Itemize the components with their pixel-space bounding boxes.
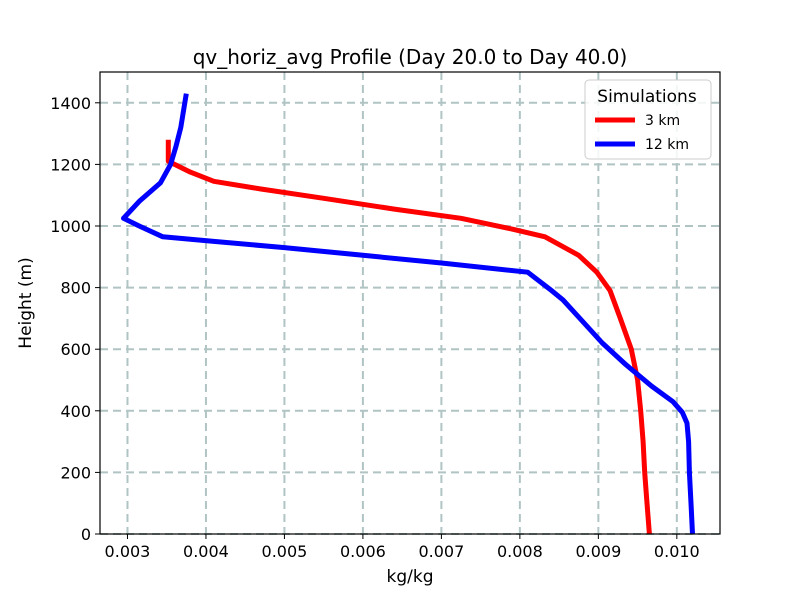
legend-label-3km: 3 km bbox=[645, 113, 680, 129]
chart-title: qv_horiz_avg Profile (Day 20.0 to Day 40… bbox=[193, 45, 628, 69]
x-tick-label: 0.009 bbox=[575, 542, 621, 561]
y-tick-label: 400 bbox=[60, 402, 91, 421]
y-tick-label: 600 bbox=[60, 340, 91, 359]
x-tick-label: 0.006 bbox=[340, 542, 386, 561]
x-tick-label: 0.010 bbox=[654, 542, 700, 561]
legend-box bbox=[584, 79, 712, 160]
y-tick-label: 0 bbox=[81, 525, 91, 544]
legend: Simulations 3 km 12 km bbox=[584, 79, 712, 160]
y-axis-label: Height (m) bbox=[16, 257, 36, 348]
legend-title: Simulations bbox=[597, 87, 697, 107]
legend-label-12km: 12 km bbox=[645, 137, 689, 153]
x-axis-label: kg/kg bbox=[387, 567, 434, 587]
y-tick-label: 800 bbox=[60, 279, 91, 298]
series-line-12km bbox=[121, 93, 695, 535]
x-tick-label: 0.003 bbox=[105, 542, 151, 561]
x-tick-label: 0.004 bbox=[183, 542, 229, 561]
y-tick-label: 1200 bbox=[50, 155, 91, 174]
x-tick-label: 0.007 bbox=[418, 542, 464, 561]
series-line-3km bbox=[165, 139, 652, 535]
x-tick-label: 0.005 bbox=[262, 542, 308, 561]
y-tick-label: 1400 bbox=[50, 94, 91, 113]
grid bbox=[100, 72, 720, 535]
y-tick-label: 1000 bbox=[50, 217, 91, 236]
ticks: 0.003 0.004 0.005 0.006 0.007 0.008 0.009 0.010… bbox=[50, 94, 699, 561]
x-tick-label: 0.008 bbox=[497, 542, 543, 561]
series-layer bbox=[121, 93, 695, 535]
y-tick-label: 200 bbox=[60, 463, 91, 482]
plot-frame bbox=[99, 71, 721, 535]
